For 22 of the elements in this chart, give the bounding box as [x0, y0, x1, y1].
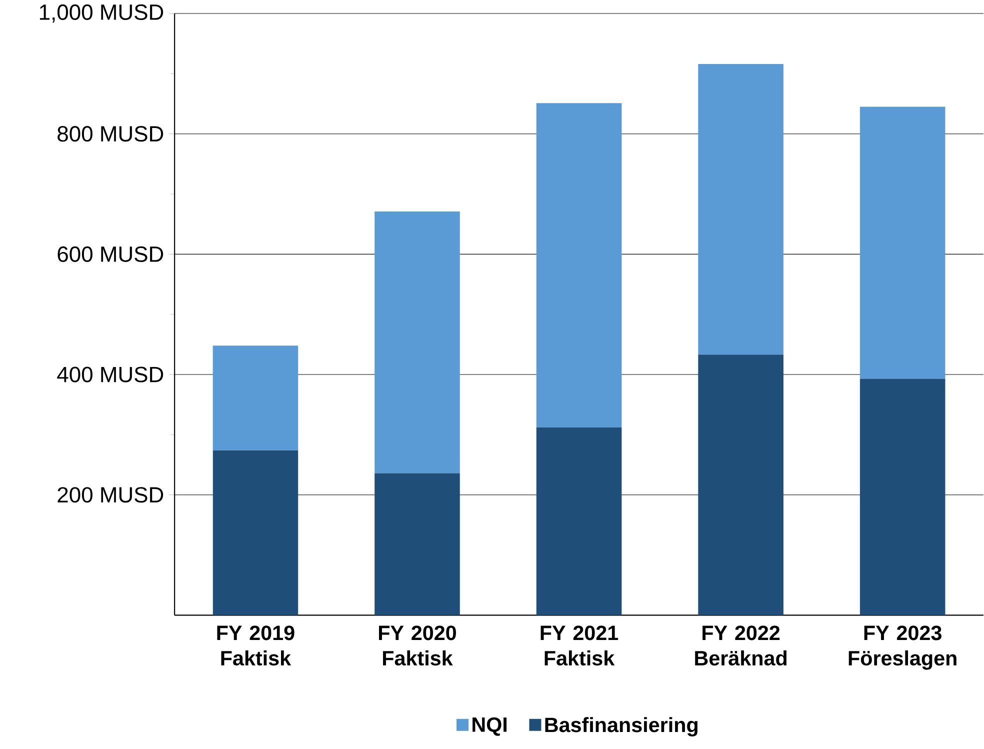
bar [698, 354, 784, 616]
bar [698, 64, 784, 355]
y-tick-label: 200 MUSD [58, 487, 164, 503]
x-tick-label: FY 2020 Faktisk [379, 626, 456, 666]
y-tick-label: 400 MUSD [57, 366, 164, 382]
bar [374, 211, 460, 474]
bar [860, 378, 946, 616]
bar [536, 427, 622, 616]
bar [212, 346, 298, 450]
y-tick-label: 600 MUSD [58, 246, 164, 262]
y-tick-label: 1,000 MUSD [40, 4, 164, 23]
bar [536, 103, 622, 428]
x-tick-label: FY 2021 Faktisk [540, 626, 618, 666]
y-tick-label: 800 MUSD [58, 126, 164, 142]
x-tick-label: FY 2022 Beräknad [695, 626, 786, 666]
legend-label: NQI [472, 717, 507, 736]
x-tick-label: FY 2023 Föreslagen [848, 626, 956, 670]
bar [374, 473, 460, 616]
legend-label: Basfinansiering [545, 717, 698, 736]
bar [860, 106, 946, 379]
bar [212, 450, 298, 616]
x-tick-label: FY 2019 Faktisk [217, 626, 294, 666]
